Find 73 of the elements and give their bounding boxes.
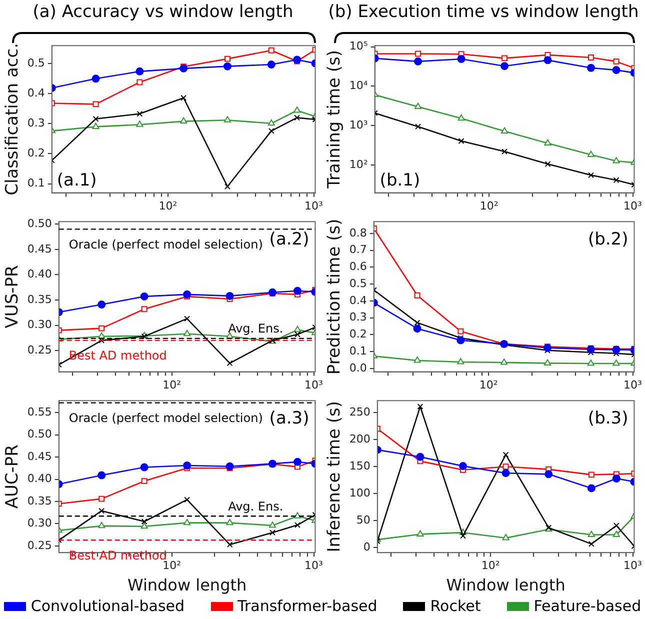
y-tick-label: 10³ xyxy=(349,118,368,132)
chart-title: (b) Execution time vs window length xyxy=(327,2,640,22)
y-tick-label: 0.30 xyxy=(27,318,52,332)
y-tick-label: 0.25 xyxy=(27,538,52,552)
y-tick-label: 0.4 xyxy=(27,86,45,100)
y-tick-label: 0.0 xyxy=(349,361,367,374)
y-tick-label: 0.3 xyxy=(27,116,45,130)
x-axis-title: Window length xyxy=(446,576,566,595)
annotation: (a.3) xyxy=(269,408,310,429)
y-axis-title: AUC-PR xyxy=(2,444,23,509)
y-tick-label: 200 xyxy=(349,432,370,446)
x-tick-label: 10² xyxy=(162,559,182,572)
y-tick-label: 0.2 xyxy=(27,146,45,160)
y-tick-label: 0.50 xyxy=(27,216,52,230)
y-tick-label: 0.1 xyxy=(27,176,45,190)
ref-line-label: Avg. Ens. xyxy=(228,322,284,336)
y-tick-label: 0.45 xyxy=(27,242,52,256)
legend-label: Feature-based xyxy=(534,597,642,615)
x-tick-label: 10² xyxy=(162,378,182,392)
legend-label: Transformer-based xyxy=(238,597,378,615)
y-tick-label: 0.40 xyxy=(27,268,52,281)
y-tick-label: 0.1 xyxy=(349,344,367,358)
ref-line-label: Oracle (perfect model selection) xyxy=(68,237,263,252)
y-tick-label: 0.6 xyxy=(349,260,367,274)
y-tick-label: 50 xyxy=(356,514,370,527)
y-tick-label: 0 xyxy=(363,540,370,554)
y-tick-label: 100 xyxy=(349,486,370,500)
annotation: (b.2) xyxy=(588,230,628,250)
y-tick-label: 0.30 xyxy=(27,516,52,530)
y-tick-label: 250 xyxy=(349,405,370,418)
y-axis-title: Prediction time (s) xyxy=(324,218,345,375)
annotation: (b.1) xyxy=(380,170,420,191)
x-tick-label: 10² xyxy=(480,199,498,212)
y-tick-label: 0.3 xyxy=(349,310,367,324)
legend-label: Convolutional-based xyxy=(30,597,185,615)
y-tick-label: 10⁵ xyxy=(349,40,368,53)
y-tick-label: 0.25 xyxy=(27,343,52,356)
y-tick-label: 0.40 xyxy=(27,472,52,486)
chart-title: (a) Accuracy vs window length xyxy=(32,2,294,22)
y-tick-label: 0.35 xyxy=(27,494,52,508)
y-tick-label: 0.45 xyxy=(27,450,52,463)
y-tick-label: 0.8 xyxy=(349,226,367,240)
y-axis-title: Inference time (s) xyxy=(324,400,345,552)
x-axis-title: Window length xyxy=(127,576,247,595)
y-tick-label: 10² xyxy=(349,158,368,172)
y-tick-label: 0.4 xyxy=(349,294,367,307)
annotation: (a.1) xyxy=(56,170,97,191)
y-tick-label: 0.5 xyxy=(349,276,367,290)
ref-line-label: Avg. Ens. xyxy=(228,499,284,514)
y-tick-label: 0.50 xyxy=(27,428,52,441)
x-tick-label: 10³ xyxy=(304,199,323,212)
annotation: (a.2) xyxy=(269,230,310,250)
x-tick-label: 10³ xyxy=(624,559,642,572)
ref-line-label: Oracle (perfect model selection) xyxy=(68,410,263,425)
y-axis-title: VUS-PR xyxy=(2,264,23,328)
y-tick-label: 10⁴ xyxy=(349,79,368,92)
x-tick-label: 10² xyxy=(481,559,500,572)
legend-label: Rocket xyxy=(430,597,481,615)
x-tick-label: 10³ xyxy=(624,378,642,392)
x-tick-label: 10³ xyxy=(304,378,323,392)
x-tick-label: 10³ xyxy=(624,199,642,212)
y-axis-title: Classification acc. xyxy=(2,42,23,196)
y-tick-label: 0.35 xyxy=(27,292,52,306)
y-tick-label: 0.55 xyxy=(27,405,52,418)
y-tick-label: 150 xyxy=(349,459,370,472)
y-tick-label: 0.5 xyxy=(27,56,45,70)
y-tick-label: 0.2 xyxy=(349,328,367,341)
y-tick-label: 0.7 xyxy=(349,243,367,256)
x-tick-label: 10² xyxy=(479,378,498,392)
x-tick-label: 10² xyxy=(158,199,178,212)
annotation: (b.3) xyxy=(588,408,628,429)
x-tick-label: 10³ xyxy=(304,559,323,572)
y-axis-title: Training time (s) xyxy=(324,50,345,190)
